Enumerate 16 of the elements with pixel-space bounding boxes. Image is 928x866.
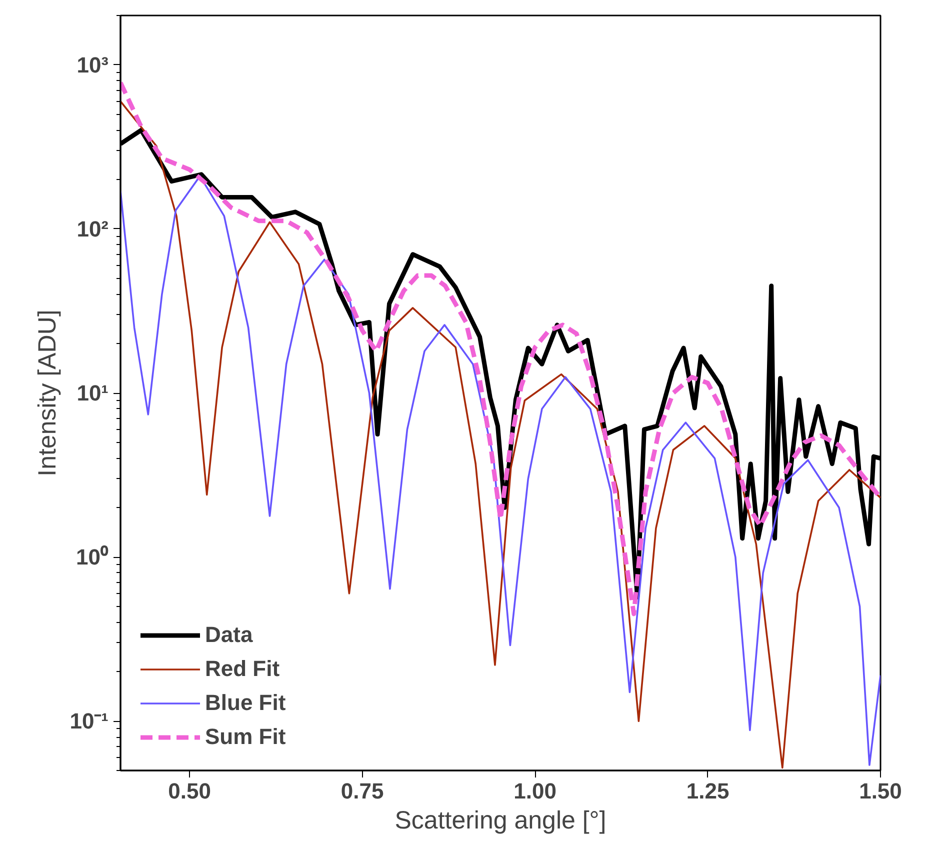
x-tick-label: 1.00 bbox=[514, 778, 556, 804]
y-tick-label: 10⁻¹ bbox=[70, 708, 108, 734]
y-axis-title: Intensity [ADU] bbox=[34, 310, 62, 476]
legend-label: Blue Fit bbox=[205, 690, 286, 716]
x-tick-label: 1.50 bbox=[859, 778, 902, 804]
y-tick-label: 10⁰ bbox=[76, 544, 109, 570]
x-tick-label: 0.50 bbox=[168, 778, 212, 804]
y-tick-label: 10³ bbox=[76, 52, 108, 78]
y-tick-label: 10² bbox=[76, 216, 108, 242]
y-tick-label: 10¹ bbox=[76, 380, 108, 406]
x-tick-label: 1.25 bbox=[686, 778, 730, 804]
legend-label: Red Fit bbox=[205, 656, 280, 682]
x-axis-title: Scattering angle [°] bbox=[394, 806, 606, 834]
x-tick-label: 0.75 bbox=[340, 778, 384, 804]
legend-label: Data bbox=[205, 622, 253, 648]
legend-label: Sum Fit bbox=[205, 724, 286, 750]
